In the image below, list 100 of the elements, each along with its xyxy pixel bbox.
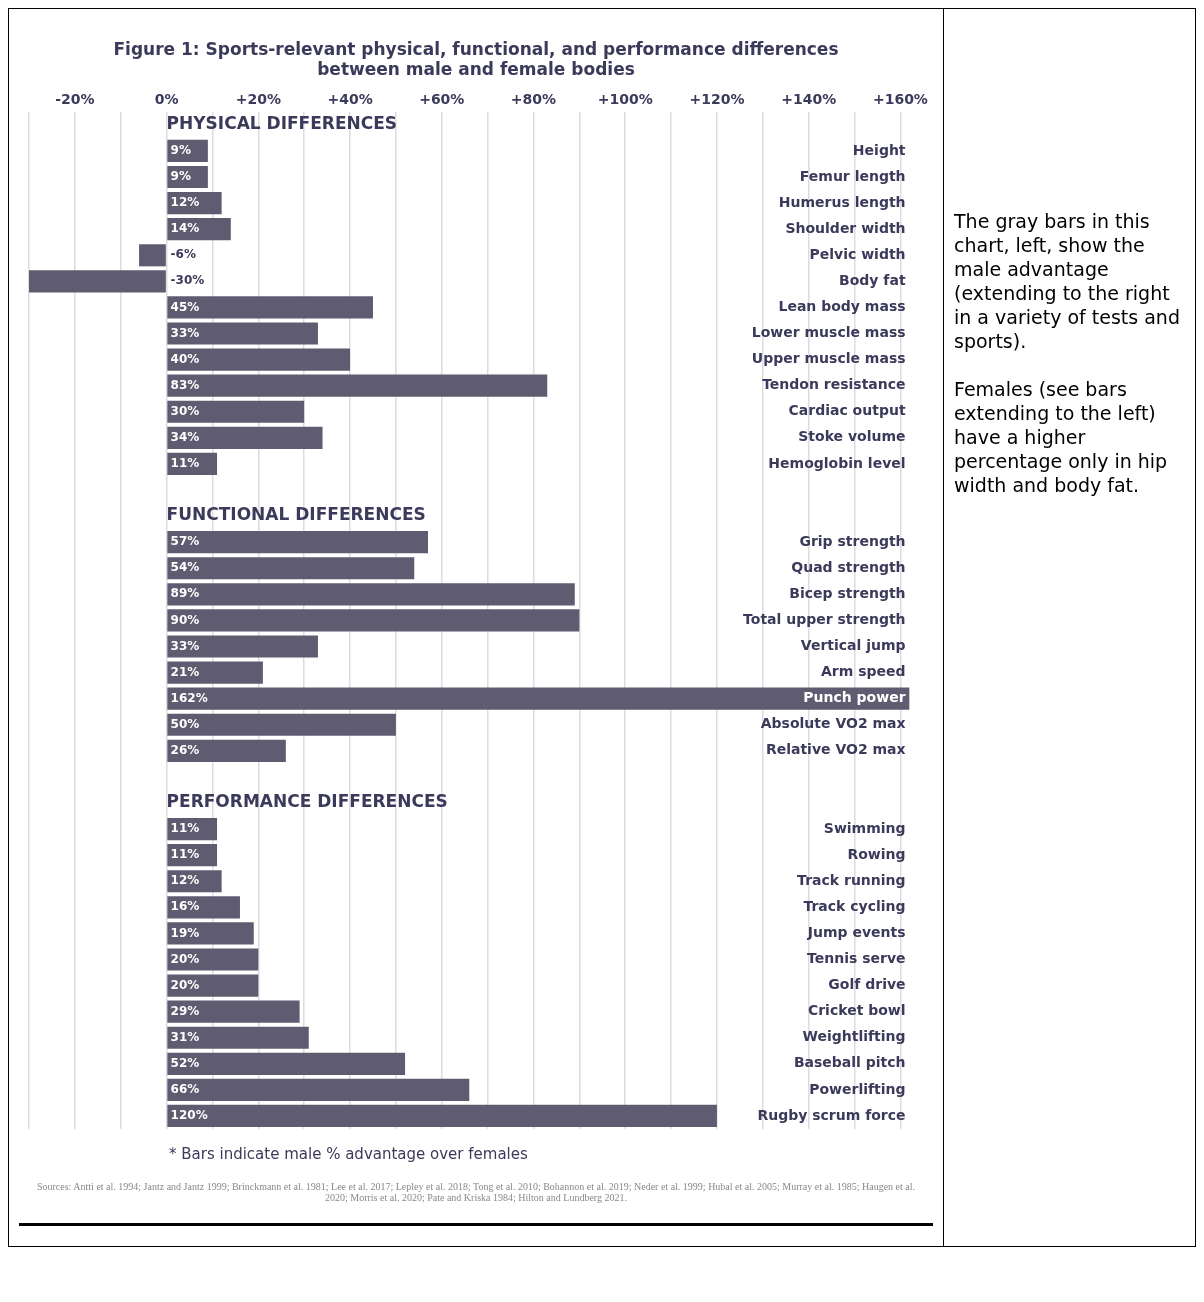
data-label: 29% bbox=[170, 1003, 200, 1018]
data-label: 33% bbox=[170, 638, 200, 653]
y-tick-label: Tendon resistance bbox=[762, 376, 906, 393]
y-tick-label: Track cycling bbox=[803, 897, 906, 914]
y-tick-label: Track running bbox=[797, 871, 906, 888]
data-label: 20% bbox=[170, 951, 200, 966]
bar bbox=[167, 374, 548, 397]
data-label: 40% bbox=[170, 351, 200, 366]
y-tick-label: Golf drive bbox=[828, 976, 906, 993]
bar bbox=[167, 400, 305, 423]
x-tick-label: +20% bbox=[235, 91, 281, 108]
y-tick-label: Total upper strength bbox=[743, 611, 906, 628]
bar bbox=[167, 296, 373, 319]
y-tick-label: Arm speed bbox=[821, 663, 906, 680]
bar bbox=[167, 1026, 309, 1049]
y-tick-label: Lean body mass bbox=[778, 298, 906, 315]
bar bbox=[167, 1078, 470, 1101]
bar bbox=[167, 1104, 717, 1128]
annotation: PHYSICAL DIFFERENCES bbox=[166, 113, 398, 134]
bar bbox=[167, 426, 323, 449]
text: * Bars indicate male % advantage over females bbox=[169, 1145, 529, 1163]
bar bbox=[167, 661, 263, 684]
y-tick-label: Rowing bbox=[847, 845, 906, 862]
data-label: 20% bbox=[170, 977, 200, 992]
y-tick-label: Cardiac output bbox=[788, 402, 906, 419]
data-label: 12% bbox=[170, 195, 200, 210]
data-label: 54% bbox=[170, 560, 200, 575]
data-label: -6% bbox=[170, 247, 196, 262]
y-tick-label: Jump events bbox=[806, 924, 906, 941]
y-tick-label: Relative VO2 max bbox=[765, 741, 906, 758]
y-tick-label: Tennis serve bbox=[807, 950, 906, 967]
bar bbox=[167, 974, 259, 997]
bar bbox=[167, 1000, 300, 1023]
y-tick-label: Powerlifting bbox=[809, 1080, 906, 1097]
data-label: 90% bbox=[170, 612, 200, 627]
bar bbox=[167, 922, 254, 945]
data-label: 50% bbox=[170, 716, 200, 731]
y-tick-label: Baseball pitch bbox=[793, 1054, 906, 1071]
bar bbox=[167, 609, 580, 632]
y-tick-label: Body fat bbox=[839, 271, 906, 288]
y-tick-label: Vertical jump bbox=[800, 637, 906, 654]
data-label: 11% bbox=[170, 847, 200, 862]
y-tick-label: Absolute VO2 max bbox=[760, 715, 906, 732]
text: Females (see bars extending to the left) have a higher percentage only in hip width and body fat. bbox=[954, 377, 1169, 497]
y-tick-label: Bicep strength bbox=[789, 584, 906, 601]
data-label: 21% bbox=[170, 664, 200, 679]
bar bbox=[167, 583, 575, 606]
source-note: Sources: Antti et al. 1994; Jantz and Jantz 1999; Brinckmann et al. 1981; Lee et al. 2017; Lepley et al. 2018; Tong et al. 2010; Bohannon et al. 2019; Neder et al. 1999; Hubal et al. 2005; Murray et al. 1985; Haugen et al. 2020; Morris et al. 2020; Pate and Kriska 1984; Hilton and Lundberg 2021. bbox=[35, 1181, 917, 1203]
y-tick-label: Swimming bbox=[823, 819, 906, 836]
x-tick-label: -20% bbox=[55, 91, 95, 108]
data-label: 31% bbox=[170, 1029, 200, 1044]
data-label: 11% bbox=[170, 821, 200, 836]
data-label: 14% bbox=[170, 221, 200, 236]
y-tick-label: Cricket bowl bbox=[807, 1002, 906, 1019]
x-tick-label: +60% bbox=[419, 91, 465, 108]
data-label: 9% bbox=[170, 169, 191, 184]
bar bbox=[167, 635, 318, 658]
y-tick-label: Grip strength bbox=[799, 532, 906, 549]
x-tick-label: +100% bbox=[597, 91, 653, 108]
bar bbox=[167, 948, 259, 971]
y-tick-label: Hemoglobin level bbox=[768, 454, 906, 471]
bar bbox=[29, 270, 166, 293]
bar bbox=[167, 557, 415, 580]
data-label: 12% bbox=[170, 873, 200, 888]
chart-title: Figure 1: Sports-relevant physical, functional, and performance differences between male and female bodies bbox=[112, 39, 840, 79]
data-label: 89% bbox=[170, 586, 200, 601]
data-label: 34% bbox=[170, 429, 200, 444]
y-tick-label: Weightlifting bbox=[802, 1028, 906, 1045]
data-label: 83% bbox=[170, 377, 200, 392]
y-tick-label: Punch power bbox=[803, 689, 906, 706]
data-label: 30% bbox=[170, 403, 200, 418]
y-tick-label: Shoulder width bbox=[785, 219, 906, 236]
data-label: 57% bbox=[170, 534, 200, 549]
y-tick-label: Upper muscle mass bbox=[751, 350, 906, 367]
data-label: 11% bbox=[170, 456, 200, 471]
text: The gray bars in this chart, left, show the male advantage (extending to the right in a variety of tests and sports). bbox=[954, 209, 1181, 353]
x-tick-label: +120% bbox=[689, 91, 745, 108]
y-tick-label: Humerus length bbox=[778, 193, 906, 210]
data-label: 33% bbox=[170, 325, 200, 340]
bar bbox=[167, 687, 910, 710]
y-tick-label: Lower muscle mass bbox=[751, 324, 906, 341]
y-tick-label: Rugby scrum force bbox=[757, 1106, 906, 1123]
annotation: PERFORMANCE DIFFERENCES bbox=[166, 791, 448, 812]
data-label: 66% bbox=[170, 1082, 200, 1096]
data-label: 45% bbox=[170, 299, 200, 314]
bar bbox=[167, 322, 318, 345]
x-tick-label: +140% bbox=[781, 91, 837, 108]
x-tick-label: +80% bbox=[510, 91, 557, 108]
y-tick-label: Stoke volume bbox=[798, 428, 906, 445]
data-label: 19% bbox=[170, 925, 200, 940]
bar bbox=[167, 713, 396, 736]
bar bbox=[167, 348, 351, 371]
data-label: 9% bbox=[170, 143, 191, 158]
x-tick-label: +40% bbox=[327, 91, 373, 108]
y-tick-label: Femur length bbox=[799, 167, 906, 184]
bar bbox=[139, 244, 166, 267]
data-label: 120% bbox=[170, 1108, 208, 1123]
data-label: 162% bbox=[170, 690, 208, 705]
bar bbox=[167, 739, 286, 762]
y-tick-label: Height bbox=[852, 141, 906, 158]
